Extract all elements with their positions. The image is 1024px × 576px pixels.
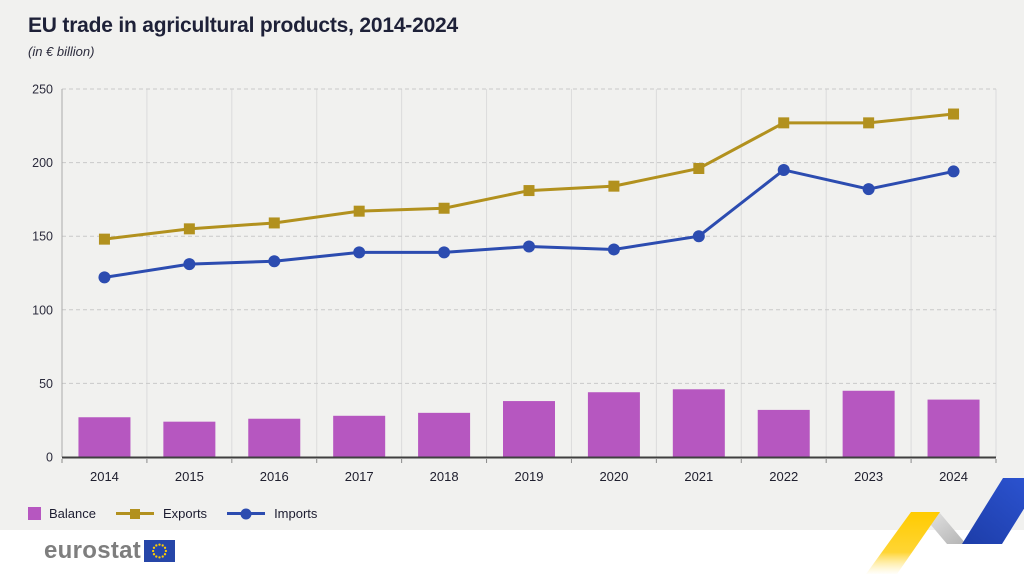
svg-text:0: 0 [46, 451, 53, 465]
eurostat-logo-text: eurostat [44, 537, 142, 564]
chart-subtitle: (in € billion) [28, 44, 95, 59]
footer-band: eurostat [0, 530, 1024, 576]
svg-text:2022: 2022 [769, 469, 798, 484]
svg-text:250: 250 [32, 83, 53, 97]
svg-text:2020: 2020 [599, 469, 628, 484]
svg-text:50: 50 [39, 377, 53, 391]
svg-text:2015: 2015 [175, 469, 204, 484]
svg-text:100: 100 [32, 303, 53, 317]
square-marker-icon [129, 508, 140, 519]
eu-flag-icon [144, 540, 176, 562]
legend-item-imports: Imports [227, 506, 317, 521]
eurostat-logo: eurostat [44, 537, 176, 564]
legend-label-balance: Balance [49, 506, 96, 521]
svg-text:200: 200 [32, 156, 53, 170]
exports-swatch-icon [115, 508, 154, 519]
svg-text:2019: 2019 [515, 469, 544, 484]
chart-header: EU trade in agricultural products, 2014-… [28, 14, 458, 59]
ribbon-blue-stripe [962, 478, 1024, 544]
balance-swatch-icon [28, 507, 41, 520]
svg-text:2016: 2016 [260, 469, 289, 484]
svg-text:2023: 2023 [854, 469, 883, 484]
chart-title: EU trade in agricultural products, 2014-… [28, 14, 459, 37]
svg-text:2021: 2021 [684, 469, 713, 484]
ribbon-yellow-stripe [866, 512, 940, 574]
decorative-ribbon [866, 478, 1024, 574]
legend-label-exports: Exports [162, 506, 208, 521]
svg-text:2018: 2018 [430, 469, 459, 484]
imports-swatch-icon [227, 508, 266, 519]
circle-marker-icon [240, 508, 252, 519]
svg-text:150: 150 [32, 230, 53, 244]
legend-item-exports: Exports [115, 506, 208, 521]
legend-item-balance: Balance [28, 506, 96, 521]
svg-text:2014: 2014 [90, 469, 119, 484]
svg-text:2024: 2024 [939, 469, 968, 484]
svg-text:2017: 2017 [345, 469, 374, 484]
chart-legend: Balance Exports Imports [28, 506, 317, 521]
legend-label-imports: Imports [274, 506, 318, 521]
